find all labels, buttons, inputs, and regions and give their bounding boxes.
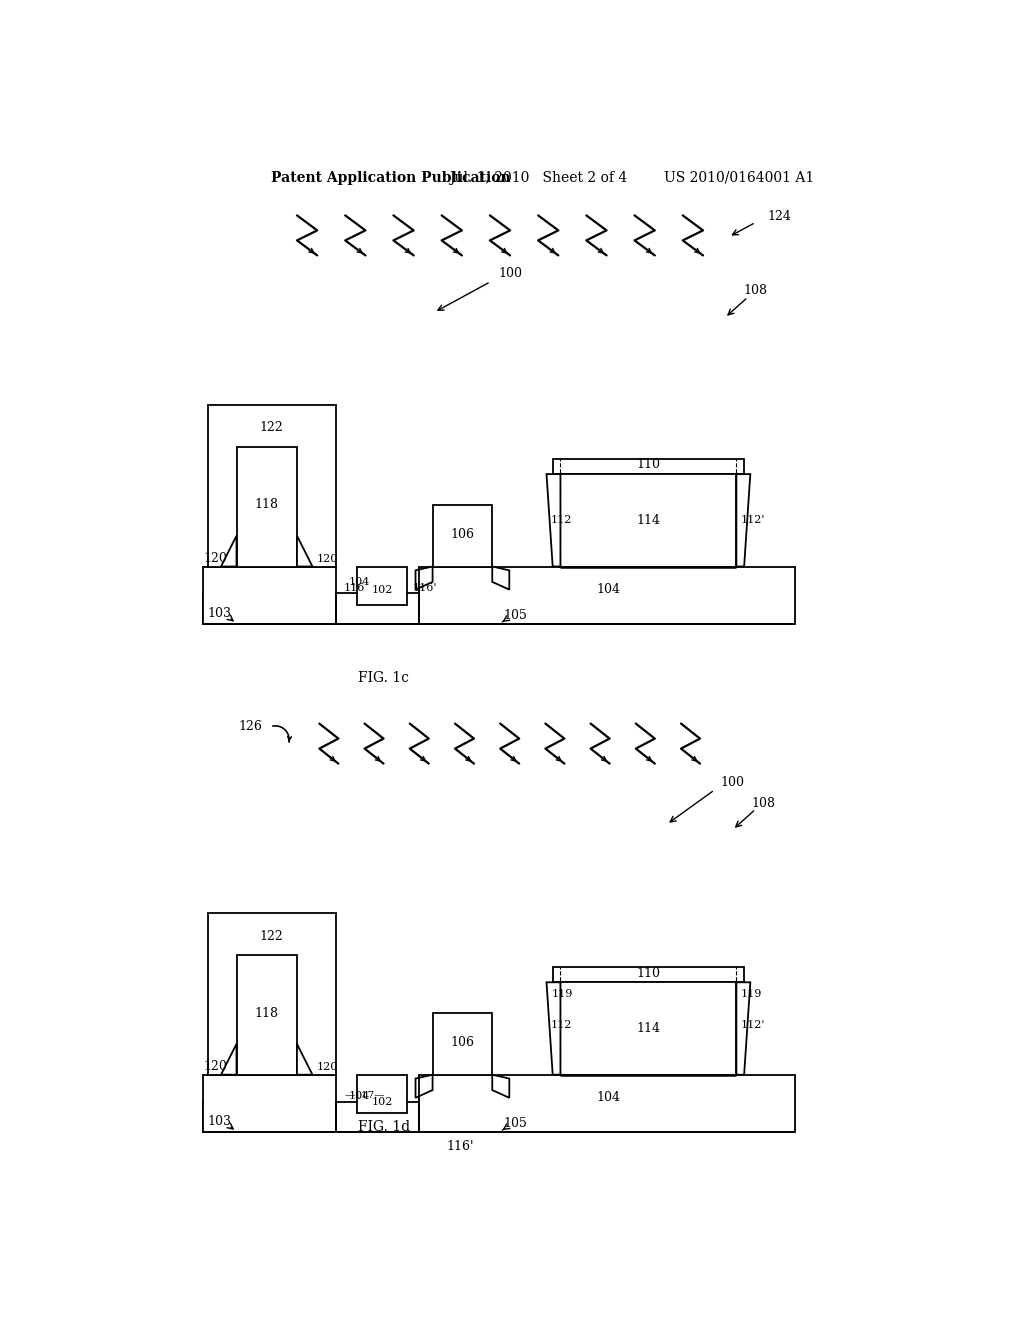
Polygon shape [493,1074,509,1098]
Bar [237,956,297,1074]
Text: 108: 108 [743,284,768,297]
Bar [208,405,336,566]
Bar [560,982,736,1074]
Text: 110: 110 [637,966,660,979]
Bar [203,1102,336,1133]
Text: 106: 106 [450,1036,474,1049]
Bar [356,566,407,605]
Polygon shape [547,982,560,1074]
Text: 124: 124 [767,210,791,223]
Polygon shape [736,982,751,1074]
Text: 120: 120 [203,1060,227,1073]
Text: Patent Application Publication: Patent Application Publication [271,170,511,185]
Text: 108: 108 [752,797,775,810]
Text: 102: 102 [372,585,393,594]
Text: 116: 116 [343,583,365,593]
Bar [419,566,795,624]
Text: 104: 104 [349,1092,371,1101]
Text: 116': 116' [445,1139,473,1152]
Text: 104: 104 [597,583,621,597]
Text: 110: 110 [637,458,660,471]
Text: Jul. 1, 2010   Sheet 2 of 4: Jul. 1, 2010 Sheet 2 of 4 [450,170,628,185]
Bar [553,459,744,474]
Text: US 2010/0164001 A1: US 2010/0164001 A1 [665,170,814,185]
Bar [356,1074,407,1113]
Text: 120: 120 [203,552,227,565]
Polygon shape [221,1044,237,1074]
Text: 102: 102 [372,1097,393,1106]
Polygon shape [416,1074,432,1098]
Bar [208,913,336,1074]
Text: 106: 106 [450,528,474,541]
Bar [419,1074,795,1133]
Text: 112': 112' [740,1019,765,1030]
Text: 120: 120 [316,554,338,564]
Polygon shape [297,536,312,566]
Text: 104: 104 [349,577,371,587]
Text: 119: 119 [552,989,573,999]
Polygon shape [416,566,432,590]
Text: 112': 112' [740,515,765,525]
Text: 100: 100 [721,776,744,788]
Text: 114: 114 [637,513,660,527]
Text: FIG. 1d: FIG. 1d [357,1121,410,1134]
Bar [203,594,336,624]
Text: 105: 105 [504,1118,527,1130]
Bar [203,566,336,624]
Bar [432,504,493,566]
Bar [560,474,736,566]
Text: 119: 119 [740,989,762,999]
Text: 103: 103 [208,1115,231,1129]
Text: FIG. 1c: FIG. 1c [358,671,410,685]
Text: 103: 103 [208,607,231,620]
Text: 118: 118 [255,499,279,511]
Text: 114: 114 [637,1022,660,1035]
Text: —117—: —117— [344,1092,385,1100]
Text: 120: 120 [316,1063,338,1072]
Text: 112: 112 [550,515,571,525]
Bar [237,447,297,566]
Text: 126: 126 [239,721,262,733]
Polygon shape [493,566,509,590]
Bar [553,968,744,982]
Text: 105: 105 [504,610,527,622]
Text: 104: 104 [597,1092,621,1105]
Bar [432,1014,493,1074]
Polygon shape [736,474,751,566]
Text: 118: 118 [255,1007,279,1019]
Text: 112: 112 [550,1019,571,1030]
Text: 122: 122 [259,929,284,942]
Polygon shape [221,536,237,566]
Polygon shape [297,1044,312,1074]
Text: 100: 100 [498,268,522,280]
Bar [203,1074,336,1133]
Text: 122: 122 [259,421,284,434]
Text: 116': 116' [413,583,437,593]
Polygon shape [547,474,560,566]
